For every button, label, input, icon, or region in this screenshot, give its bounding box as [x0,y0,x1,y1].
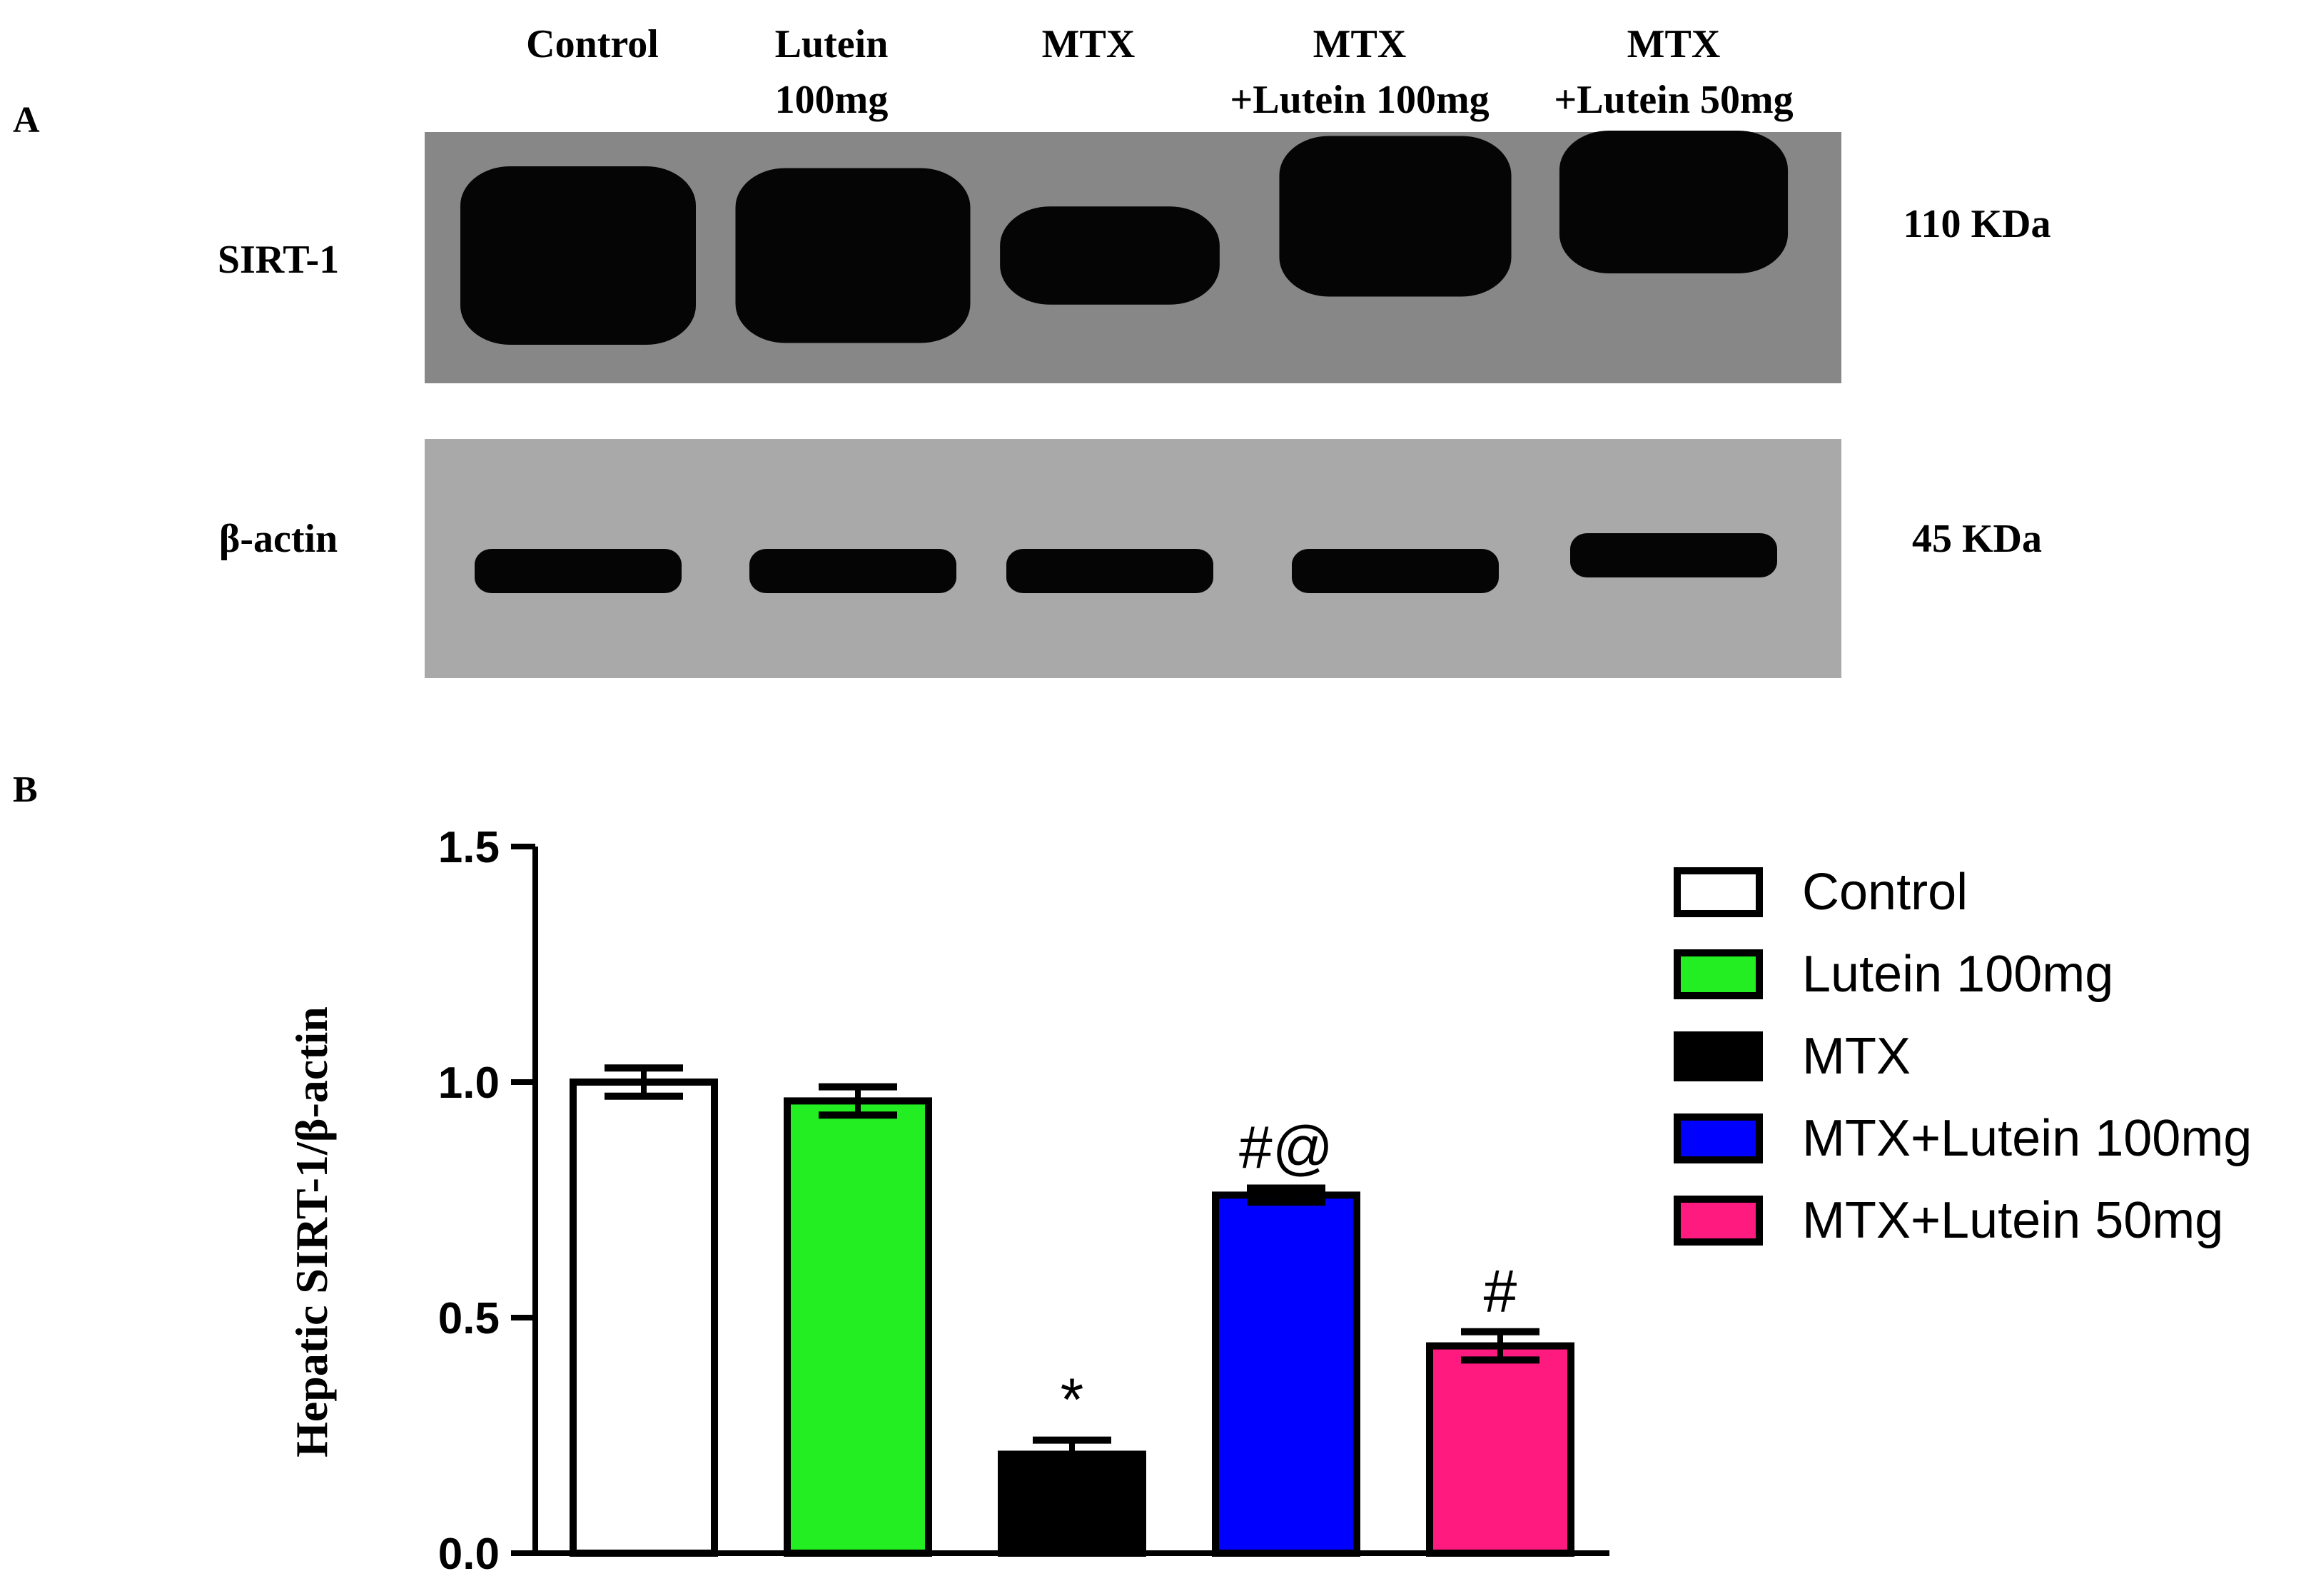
lane-label: MTX [1627,22,1721,66]
legend: Control Lutein 100mg MTX MTX+Lutein 100mg MT… [1674,864,2252,1249]
lane-label: 100mg [775,78,889,122]
blot-band [475,549,682,593]
significance-label: # [1484,1258,1517,1325]
panel-b-label: B [13,769,38,810]
bar-group: #@ [1212,1114,1360,1557]
y-tick-label: 0.0 [438,1530,500,1579]
lane-label: MTX [1042,22,1136,66]
bar-group: * [998,1366,1146,1557]
blot-band [1292,549,1499,593]
panel-a-label: A [13,100,40,141]
legend-swatch [1674,1113,1763,1163]
blot-band [749,549,956,593]
lane-label: Lutein [775,22,889,66]
bar-group [784,1083,932,1557]
legend-label: MTX+Lutein 50mg [1802,1192,2223,1249]
legend-label: MTX [1802,1028,1911,1085]
bar [1212,1191,1360,1557]
legend-swatch [1674,867,1763,917]
lane-label: +Lutein 50mg [1554,78,1793,122]
blot-sirt1: SIRT-1 110 KDa [218,131,2051,383]
protein-label: SIRT-1 [218,238,339,282]
chart-bars: * #@ # [570,1064,1574,1557]
legend-label: Lutein 100mg [1802,946,2113,1003]
blot-band [1279,136,1512,297]
protein-label: β-actin [219,517,338,561]
legend-label: Control [1802,864,1968,921]
significance-label: * [1061,1366,1084,1433]
bar-group: # [1426,1258,1574,1557]
bar [1426,1342,1574,1557]
panel-a-western-blot: A Control Lutein 100mg MTX MTX +Lutein 100mg M… [13,22,2050,678]
blot-band [1006,549,1213,593]
blot-band [735,168,971,343]
molecular-weight-label: 45 KDa [1912,517,2042,561]
panel-b-bar-chart: B 0.0 0.5 1.0 1.5 * #@ # Hepatic SIRT-1/β-act… [13,769,2252,1579]
blot-band [1000,206,1220,305]
bar [570,1079,718,1557]
blot-beta-actin: β-actin 45 KDa [219,439,2042,678]
significance-label: #@ [1239,1114,1333,1181]
blot-band [1570,533,1777,577]
legend-label: MTX+Lutein 100mg [1802,1110,2252,1167]
lane-label: +Lutein 100mg [1230,78,1489,122]
legend-swatch [1674,949,1763,999]
blot-band [1559,131,1789,273]
y-tick-label: 1.5 [438,823,500,872]
y-tick-label: 0.5 [438,1294,500,1343]
bar [784,1097,932,1557]
lane-label: MTX [1313,22,1407,66]
legend-swatch [1674,1031,1763,1081]
y-tick-label: 1.0 [438,1059,500,1108]
lane-label: Control [526,22,659,66]
bar-group [570,1064,718,1557]
molecular-weight-label: 110 KDa [1903,202,2051,246]
blot-band [460,166,696,345]
lane-labels: Control Lutein 100mg MTX MTX +Lutein 100mg MTX… [526,22,1793,122]
y-axis-label: Hepatic SIRT-1/β-actin [286,1006,337,1458]
legend-swatch [1674,1196,1763,1246]
